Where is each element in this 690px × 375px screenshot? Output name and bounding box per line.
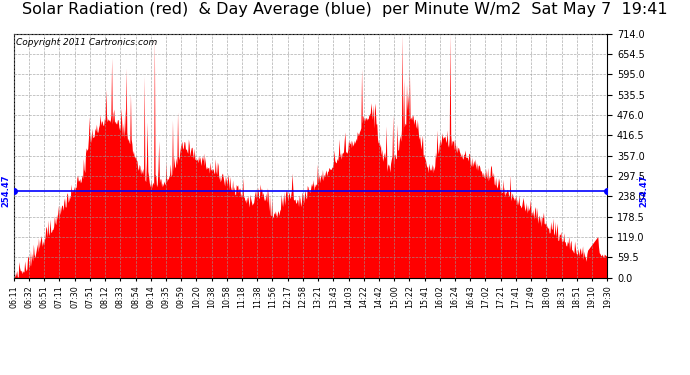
Text: Solar Radiation (red)  & Day Average (blue)  per Minute W/m2  Sat May 7  19:41: Solar Radiation (red) & Day Average (blu… [22, 2, 668, 17]
Text: 254.47: 254.47 [2, 174, 11, 207]
Text: 254.47: 254.47 [640, 174, 649, 207]
Text: Copyright 2011 Cartronics.com: Copyright 2011 Cartronics.com [16, 38, 157, 47]
